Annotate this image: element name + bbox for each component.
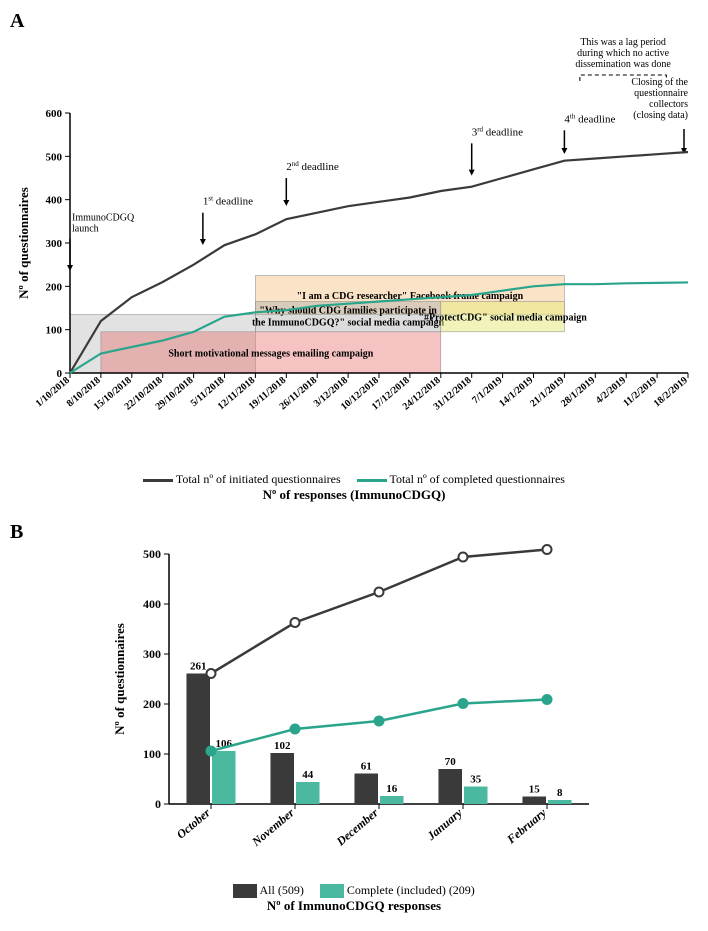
panel-a-svg: This was a lag periodduring which no act… — [10, 33, 698, 463]
panel-a-legend: Total nº of initiated questionnaires Tot… — [10, 472, 698, 487]
svg-text:Closing of the: Closing of the — [631, 77, 688, 88]
svg-text:dissemination was done: dissemination was done — [575, 59, 671, 70]
panel-b-svg: 0 100 200 300 400 500 Nº of questionnaires 261 1… — [104, 544, 604, 874]
legend-complete: Complete (included) (209) — [320, 883, 475, 898]
svg-text:(closing data): (closing data) — [633, 110, 688, 121]
svg-text:61: 61 — [361, 761, 372, 773]
svg-text:November: November — [248, 805, 297, 849]
legend-completed: Total nº of completed questionnaires — [357, 472, 565, 487]
svg-text:16: 16 — [386, 783, 398, 795]
svg-text:4th deadline: 4th deadline — [564, 112, 615, 125]
svg-text:December: December — [333, 805, 381, 849]
svg-text:3rd deadline: 3rd deadline — [472, 125, 523, 138]
svg-text:400: 400 — [143, 597, 161, 611]
panel-a: A This was a lag periodduring which no a… — [10, 10, 698, 503]
svg-text:This was a lag period: This was a lag period — [580, 37, 666, 48]
svg-text:300: 300 — [46, 238, 63, 250]
legend-completed-label: Total nº of completed questionnaires — [389, 472, 565, 486]
svg-text:the ImmunoCDGQ?" social media: the ImmunoCDGQ?" social media campaign — [252, 318, 445, 329]
svg-text:January: January — [423, 805, 465, 843]
legend-all: All (509) — [233, 883, 304, 898]
svg-text:Nº of questionnaires: Nº of questionnaires — [112, 623, 127, 735]
svg-text:collectors: collectors — [649, 99, 688, 110]
svg-text:October: October — [174, 805, 213, 841]
svg-text:300: 300 — [143, 647, 161, 661]
svg-text:70: 70 — [445, 756, 457, 768]
svg-text:500: 500 — [143, 547, 161, 561]
svg-text:261: 261 — [190, 661, 207, 673]
panel-a-chart: This was a lag periodduring which no act… — [10, 33, 698, 468]
legend-initiated: Total nº of initiated questionnaires — [143, 472, 341, 487]
svg-text:500: 500 — [46, 151, 63, 163]
panel-a-label: A — [10, 10, 698, 33]
svg-text:44: 44 — [302, 769, 314, 781]
svg-text:"#ProtectCDG" social media cam: "#ProtectCDG" social media campaign — [418, 313, 587, 324]
legend-all-label: All (509) — [260, 883, 304, 897]
panel-b: B 0 100 200 300 400 500 Nº of questionnaires 26… — [10, 521, 698, 914]
panel-b-chart: 0 100 200 300 400 500 Nº of questionnaires 261 1… — [10, 544, 698, 879]
panel-b-x-title: Nº of ImmunoCDGQ responses — [10, 898, 698, 914]
panel-b-label: B — [10, 521, 698, 544]
legend-complete-label: Complete (included) (209) — [347, 883, 475, 897]
svg-text:28/1/2019: 28/1/2019 — [559, 375, 597, 409]
svg-text:102: 102 — [274, 740, 291, 752]
svg-text:100: 100 — [143, 747, 161, 761]
svg-text:Short motivational messages em: Short motivational messages emailing cam… — [168, 348, 373, 359]
panel-a-x-title: Nº of responses (ImmunoCDGQ) — [10, 487, 698, 503]
svg-text:200: 200 — [143, 697, 161, 711]
svg-text:35: 35 — [470, 774, 482, 786]
svg-text:ImmunoCDGQ: ImmunoCDGQ — [72, 213, 135, 224]
svg-text:15: 15 — [529, 784, 541, 796]
svg-text:0: 0 — [155, 797, 161, 811]
svg-text:18/2/2019: 18/2/2019 — [652, 375, 690, 409]
svg-text:100: 100 — [46, 325, 63, 337]
svg-text:Nº of questionnaires: Nº of questionnaires — [16, 187, 31, 299]
svg-text:200: 200 — [46, 281, 63, 293]
svg-text:600: 600 — [46, 108, 63, 120]
svg-text:400: 400 — [46, 195, 63, 207]
svg-text:1st deadline: 1st deadline — [203, 195, 253, 208]
panel-b-legend: All (509) Complete (included) (209) — [10, 883, 698, 898]
svg-text:February: February — [503, 805, 549, 847]
legend-initiated-label: Total nº of initiated questionnaires — [176, 472, 341, 486]
svg-text:2nd deadline: 2nd deadline — [286, 160, 339, 173]
svg-text:questionnaire: questionnaire — [634, 88, 688, 99]
svg-text:during which no active: during which no active — [577, 48, 669, 59]
svg-text:8: 8 — [557, 787, 563, 799]
svg-text:launch: launch — [72, 224, 99, 235]
